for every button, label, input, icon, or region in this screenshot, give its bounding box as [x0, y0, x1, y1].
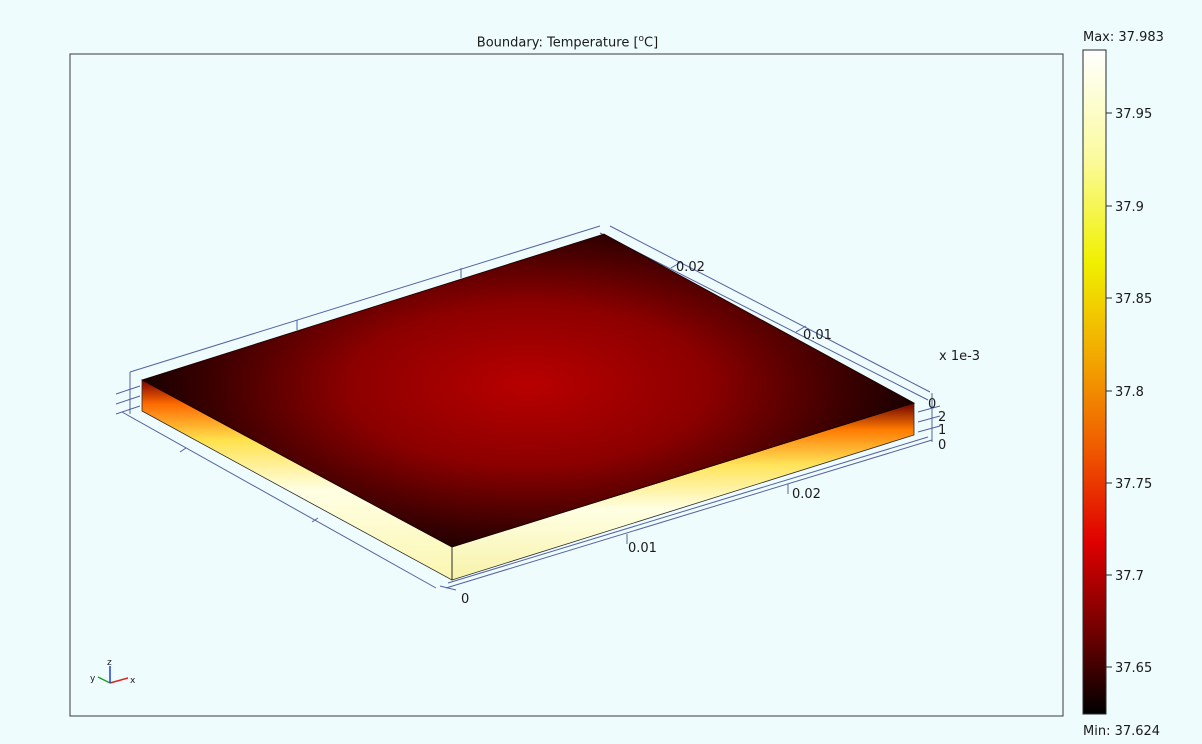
scale-label: x 1e-3 [939, 349, 980, 364]
x-tick-label-0: 0 [461, 592, 469, 607]
colorbar-tick-37.75: 37.75 [1115, 477, 1152, 492]
axis-line-back-right [609, 225, 931, 393]
axis-line-front-bottom [445, 439, 933, 589]
z-tick-label-2: 2 [938, 410, 946, 425]
axis-line-back-top [129, 225, 601, 373]
axis-line-right-far [599, 232, 929, 401]
colorbar-tick-37.65: 37.65 [1115, 661, 1152, 676]
axis-line-right-tick-3 [917, 425, 941, 433]
tick-mark-front-1 [179, 447, 187, 453]
colorbar-tick-37.95: 37.95 [1115, 107, 1152, 122]
colorbar-tick-37.85: 37.85 [1115, 292, 1152, 307]
axis-line-front-left [121, 411, 437, 589]
colorbar-max-label: Max: 37.983 [1083, 30, 1164, 45]
plot-title-degree: o [638, 34, 645, 44]
slab-top-face [140, 233, 916, 548]
axis-box [115, 225, 941, 589]
plot-title: Boundary: Temperature [oC] [70, 34, 1065, 50]
orientation-triad: x y z [90, 658, 136, 686]
axis-line-left-tick-2 [115, 395, 141, 405]
colorbar-tick-37.9: 37.9 [1115, 200, 1144, 215]
plot-title-suffix: C] [644, 35, 659, 51]
plot-frame [69, 53, 1064, 717]
y-tick-label-0.02: 0.02 [676, 260, 705, 275]
triad-x-label: x [130, 676, 136, 686]
x-tick-label-0.01: 0.01 [628, 541, 657, 556]
tick-mark-bottom-1 [439, 585, 457, 591]
colorbar-tick-37.8: 37.8 [1115, 385, 1144, 400]
y-tick-label-0.01: 0.01 [803, 328, 832, 343]
axis-line-right-tick-1 [917, 405, 941, 413]
triad-y-axis [97, 676, 111, 684]
axis-line-left-tick-1 [115, 385, 141, 395]
tick-mark-right-1 [670, 261, 682, 269]
z-tick-label-top: 0 [928, 397, 936, 412]
tick-mark-front-2 [311, 517, 319, 523]
axis-line-front-bottom-2 [447, 436, 929, 584]
axis-line-left-tick-3 [115, 405, 141, 415]
plot-title-prefix: Boundary: Temperature [ [476, 35, 639, 51]
colorbar-ticks [1106, 112, 1112, 668]
z-tick-label-0: 0 [938, 438, 946, 453]
axis-line-right-tick-2 [917, 415, 941, 423]
triad-y-label: y [90, 674, 96, 684]
triad-z-label: z [107, 658, 112, 668]
triad-x-axis [109, 677, 129, 684]
colorbar-min-label: Min: 37.624 [1083, 724, 1161, 739]
colorbar [1082, 49, 1107, 715]
axis-tick-marks [179, 261, 807, 591]
x-tick-label-0.02: 0.02 [792, 487, 821, 502]
tick-mark-right-2 [795, 325, 807, 333]
z-tick-label-1: 1 [938, 423, 946, 438]
colorbar-tick-37.7: 37.7 [1115, 569, 1144, 584]
